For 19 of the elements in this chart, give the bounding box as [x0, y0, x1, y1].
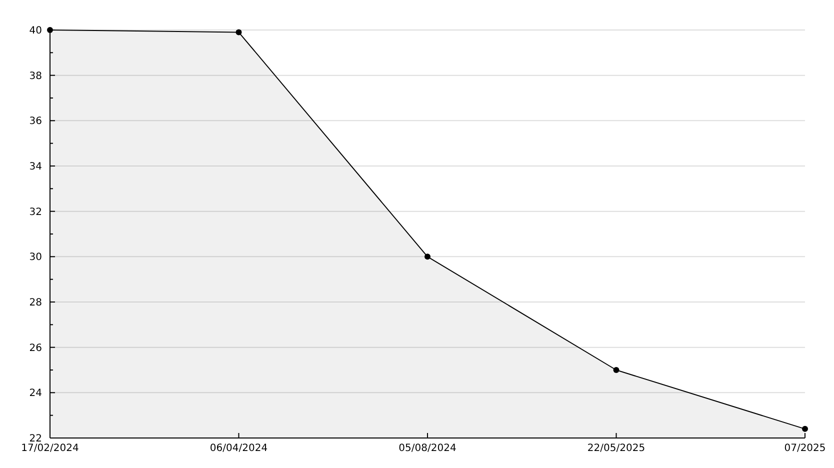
- x-tick-label: 06/04/2024: [210, 443, 268, 454]
- x-tick-label: 07/2025: [784, 443, 826, 454]
- y-tick-label: 26: [29, 342, 42, 354]
- x-tick-label: 05/08/2024: [398, 443, 456, 454]
- y-tick-label: 24: [29, 388, 42, 400]
- y-tick-label: 34: [29, 162, 42, 172]
- y-tick-label: 40: [29, 26, 42, 36]
- point: [802, 426, 808, 432]
- y-tick-label: 22: [29, 434, 42, 444]
- point: [236, 29, 242, 36]
- x-tick-label: 17/02/2024: [21, 443, 79, 454]
- point: [613, 367, 620, 373]
- y-tick-label: 32: [29, 206, 42, 218]
- y-tick-label: 38: [29, 70, 42, 82]
- y-tick-label: 36: [29, 116, 42, 128]
- x-tick-label: 22/05/2025: [587, 443, 646, 454]
- y-tick-label: 30: [29, 252, 42, 264]
- point: [424, 254, 430, 260]
- y-tick-label: 28: [29, 298, 42, 308]
